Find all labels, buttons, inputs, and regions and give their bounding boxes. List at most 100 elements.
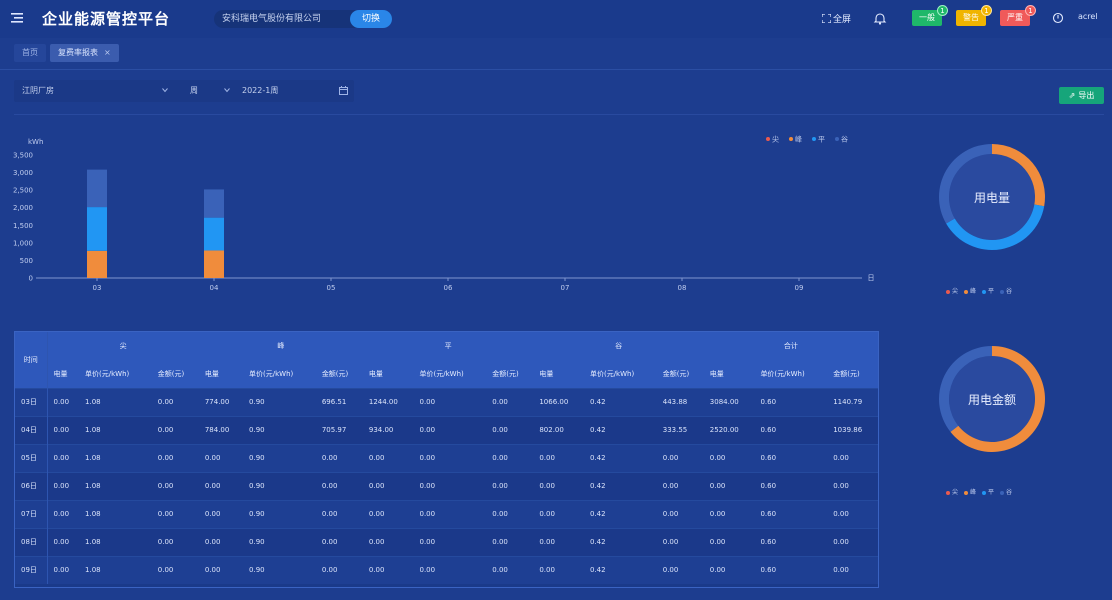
sub-header: 金额(元) bbox=[827, 360, 878, 388]
switch-button[interactable]: 切换 bbox=[350, 10, 392, 28]
table-cell: 0.00 bbox=[315, 471, 363, 500]
sub-header: 金额(元) bbox=[486, 360, 534, 388]
table-row: 07日 0.00 1.08 0.00 0.00 0.90 0.00 0.00 0.00 0.00 0… bbox=[15, 499, 878, 528]
table-cell: 0.90 bbox=[243, 471, 316, 500]
table-cell: 0.00 bbox=[151, 471, 199, 500]
table-cell: 333.55 bbox=[656, 415, 704, 444]
x-tick-label: 07 bbox=[561, 284, 570, 292]
alert-warning-badge[interactable]: 警告 1 bbox=[956, 5, 992, 26]
period-picker[interactable]: 2022-1周 bbox=[242, 80, 342, 102]
export-button[interactable]: ⇗ 导出 bbox=[1059, 87, 1104, 104]
table-cell: 0.00 bbox=[151, 415, 199, 444]
site-select[interactable]: 江阴厂房 bbox=[22, 80, 172, 102]
username[interactable]: acrel bbox=[1078, 12, 1098, 21]
legend-label: 峰 bbox=[970, 489, 977, 496]
power-icon[interactable] bbox=[1052, 12, 1064, 24]
tab-bar: 首页 复费率报表 × bbox=[14, 44, 119, 62]
row-date-cell: 04日 bbox=[15, 415, 48, 444]
table-cell: 1140.79 bbox=[827, 387, 878, 416]
x-tick-label: 05 bbox=[327, 284, 336, 292]
sub-header: 电量 bbox=[362, 360, 414, 388]
alert-warning-count: 1 bbox=[981, 5, 992, 16]
table-cell: 0.42 bbox=[583, 415, 657, 444]
tab-multi-rate-report[interactable]: 复费率报表 × bbox=[50, 44, 119, 62]
tab-home[interactable]: 首页 bbox=[14, 44, 46, 62]
alert-critical-badge[interactable]: 严重 1 bbox=[1000, 5, 1036, 26]
table-cell: 0.00 bbox=[413, 499, 487, 528]
sub-header: 单价(元/kWh) bbox=[413, 360, 487, 388]
x-tick-label: 03 bbox=[93, 284, 102, 292]
table-cell: 0.00 bbox=[47, 387, 80, 416]
calendar-icon[interactable] bbox=[339, 86, 348, 95]
export-icon: ⇗ bbox=[1068, 91, 1076, 100]
table-cell: 0.00 bbox=[656, 443, 704, 472]
table-cell: 0.42 bbox=[583, 387, 657, 416]
table-cell: 0.00 bbox=[315, 443, 363, 472]
donut-slice bbox=[939, 144, 992, 224]
table-cell: 0.00 bbox=[703, 443, 755, 472]
donut-center bbox=[949, 356, 1035, 442]
period-type-select[interactable]: 周 bbox=[190, 80, 230, 102]
sub-header: 电量 bbox=[703, 360, 755, 388]
table-cell: 0.00 bbox=[486, 555, 534, 584]
company-select[interactable]: 安科瑞电气股份有限公司 bbox=[214, 10, 392, 28]
dot-icon bbox=[1000, 490, 1005, 495]
x-tick-label: 09 bbox=[795, 284, 804, 292]
table-cell: 0.00 bbox=[315, 499, 363, 528]
row-date-cell: 06日 bbox=[15, 471, 48, 500]
cost-donut-svg bbox=[939, 346, 1045, 452]
table-cell: 0.00 bbox=[703, 527, 755, 556]
sub-header: 金额(元) bbox=[315, 360, 363, 388]
bar-segment bbox=[204, 189, 224, 218]
dot-icon bbox=[946, 289, 950, 294]
group-header: 峰 bbox=[198, 332, 363, 360]
y-tick-label: 3,000 bbox=[13, 169, 33, 177]
table-cell: 0.00 bbox=[533, 471, 584, 500]
table-cell: 0.00 bbox=[413, 471, 487, 500]
alert-critical-label: 严重 bbox=[1007, 13, 1023, 22]
legend-label: 峰 bbox=[795, 135, 802, 144]
alert-normal-badge[interactable]: 一般 1 bbox=[912, 5, 948, 26]
y-tick-label: 3,500 bbox=[13, 152, 33, 160]
table-cell: 1039.86 bbox=[827, 415, 878, 444]
legend-label: 尖 bbox=[952, 489, 959, 496]
legend-dot bbox=[766, 137, 770, 141]
table-cell: 1.08 bbox=[79, 471, 152, 500]
table-cell: 0.00 bbox=[198, 555, 244, 584]
dot-icon bbox=[964, 490, 969, 495]
fullscreen-button[interactable]: 全屏 bbox=[822, 12, 851, 25]
fullscreen-icon bbox=[822, 14, 831, 23]
bell-icon[interactable] bbox=[873, 12, 887, 26]
table-cell: 0.00 bbox=[47, 499, 80, 528]
legend-item: 平 bbox=[982, 487, 994, 496]
table-cell: 0.00 bbox=[151, 499, 199, 528]
legend-item: 谷 bbox=[1000, 487, 1012, 496]
y-tick-label: 0 bbox=[29, 275, 33, 283]
y-axis-unit: kWh bbox=[28, 138, 43, 146]
x-tick-label: 08 bbox=[678, 284, 687, 292]
legend-label: 尖 bbox=[952, 288, 959, 295]
table-cell: 0.00 bbox=[656, 555, 704, 584]
table-cell: 0.00 bbox=[486, 387, 534, 416]
table-cell: 0.00 bbox=[315, 555, 363, 584]
table-cell: 443.88 bbox=[656, 387, 704, 416]
table-group-header: 时间 尖 峰 平 谷 合计 bbox=[15, 332, 878, 388]
table-cell: 0.42 bbox=[583, 555, 657, 584]
menu-icon[interactable] bbox=[11, 12, 23, 24]
table-cell: 0.00 bbox=[413, 443, 487, 472]
table-row: 06日 0.00 1.08 0.00 0.00 0.90 0.00 0.00 0.00 0.00 0… bbox=[15, 471, 878, 500]
table-cell: 0.00 bbox=[47, 415, 80, 444]
table-cell: 1.08 bbox=[79, 387, 152, 416]
table-cell: 0.00 bbox=[47, 527, 80, 556]
y-tick-label: 1,000 bbox=[13, 239, 33, 247]
table-cell: 705.97 bbox=[315, 415, 363, 444]
legend-dot bbox=[835, 137, 839, 141]
table-cell: 0.00 bbox=[827, 527, 878, 556]
row-date-cell: 05日 bbox=[15, 443, 48, 472]
table-cell: 0.00 bbox=[362, 555, 414, 584]
table-cell: 0.00 bbox=[413, 415, 487, 444]
legend-label: 尖 bbox=[772, 135, 779, 144]
legend-dot bbox=[812, 137, 816, 141]
close-icon[interactable]: × bbox=[104, 48, 111, 57]
table-cell: 0.00 bbox=[827, 499, 878, 528]
